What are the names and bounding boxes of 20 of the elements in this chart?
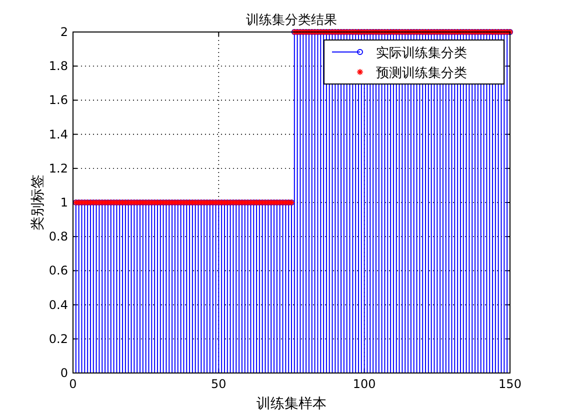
y-tick-label: 0.6 [48,264,68,278]
y-tick-label: 0.8 [48,230,68,244]
y-tick-label: 0 [60,366,68,380]
x-tick-label: 50 [211,377,226,391]
legend-label: 实际训练集分类 [376,46,467,61]
y-tick-label: 1.6 [48,93,68,108]
y-tick-label: 1.2 [48,161,68,176]
y-tick-label: 1.8 [48,59,68,74]
x-axis-title: 训练集样本 [256,396,326,412]
x-tick-label: 0 [69,377,77,391]
y-tick-label: 1.4 [48,127,68,142]
y-tick-label: 0.4 [48,298,68,312]
legend-label: 预测训练集分类 [376,66,467,81]
y-tick-label: 1 [60,196,68,210]
y-tick-label: 0.2 [48,332,68,346]
y-tick-label: 2 [60,25,68,39]
chart-title: 训练集分类结果 [246,13,337,28]
x-tick-label: 100 [352,377,376,391]
x-tick-label: 150 [498,377,522,391]
y-axis-title: 类别标签 [30,174,46,230]
